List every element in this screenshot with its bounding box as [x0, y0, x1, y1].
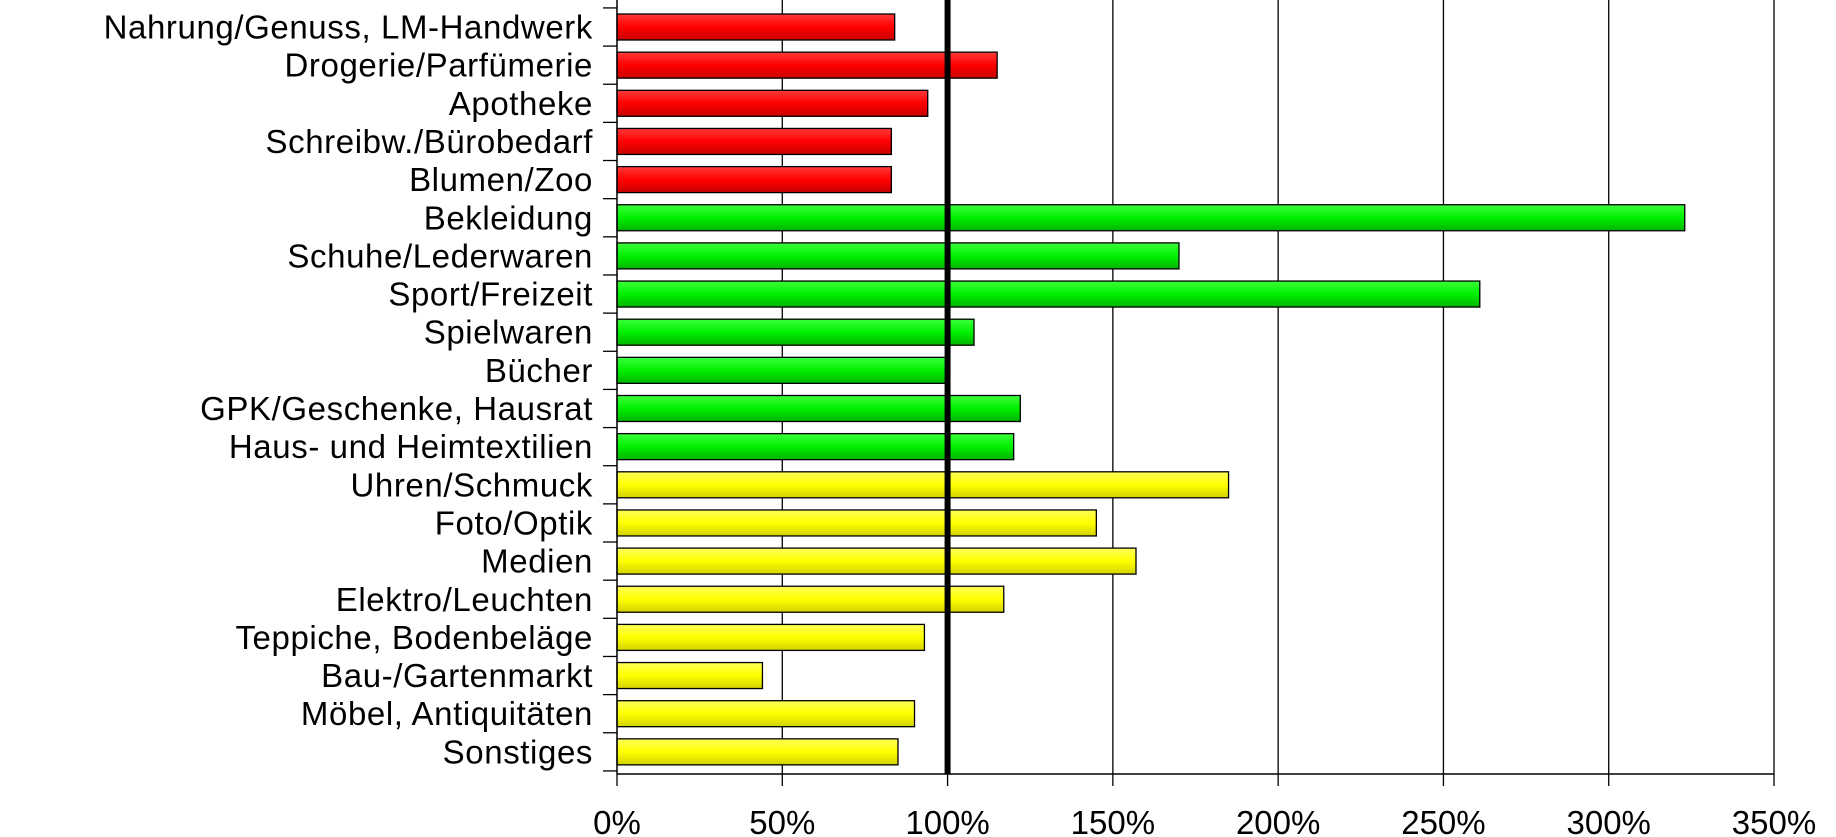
category-label: Drogerie/Parfümerie [284, 47, 593, 84]
x-tick-label: 300% [1567, 804, 1651, 837]
x-tick-label: 150% [1071, 804, 1155, 837]
bar [616, 89, 929, 117]
category-label: Elektro/Leuchten [336, 581, 593, 618]
x-tick-label: 250% [1401, 804, 1485, 837]
category-label: Spielwaren [424, 314, 593, 351]
category-label: Uhren/Schmuck [350, 466, 593, 503]
axes [603, 0, 1775, 786]
bar [616, 127, 893, 156]
grid-lines [781, 0, 1775, 774]
category-label: Sonstiges [443, 733, 593, 770]
x-tick-label: 100% [905, 804, 989, 837]
category-label: Sport/Freizeit [388, 276, 593, 313]
bar [616, 356, 949, 385]
x-tick-label: 200% [1236, 804, 1320, 837]
bars [616, 13, 1686, 766]
category-label: Haus- und Heimtextilien [229, 428, 593, 465]
category-label: Apotheke [449, 85, 593, 122]
bar [616, 547, 1137, 575]
category-label: GPK/Geschenke, Hausrat [200, 390, 593, 427]
category-label: Bücher [485, 352, 593, 389]
bar [616, 509, 1097, 537]
bar [616, 204, 1686, 232]
category-label: Blumen/Zoo [409, 161, 593, 198]
bar [616, 738, 899, 766]
bar [616, 13, 896, 41]
category-label: Teppiche, Bodenbeläge [235, 619, 593, 656]
category-label: Medien [481, 543, 593, 580]
bar [616, 51, 998, 79]
category-label: Foto/Optik [435, 504, 593, 541]
category-label: Bau-/Gartenmarkt [321, 657, 593, 694]
x-tick-label: 350% [1732, 804, 1816, 837]
bar [616, 432, 1015, 461]
bar [616, 165, 893, 194]
bar [616, 318, 975, 346]
category-label: Möbel, Antiquitäten [301, 695, 593, 732]
x-tick-label: 50% [749, 804, 815, 837]
bar [616, 661, 764, 690]
bar [616, 623, 926, 652]
bar [616, 280, 1481, 308]
category-label: Schreibw./Bürobedarf [265, 123, 593, 160]
category-label: Bekleidung [424, 199, 593, 236]
category-label: Nahrung/Genuss, LM-Handwerk [104, 9, 593, 46]
bar [616, 471, 1230, 499]
x-tick-label: 0% [593, 804, 641, 837]
x-tick-labels: 0% 50% 100% 150% 200% 250% 300% 350% [593, 804, 1816, 837]
bar [616, 700, 916, 728]
category-label: Schuhe/Lederwaren [287, 237, 593, 274]
bar [616, 394, 1021, 423]
category-labels: Nahrung/Genuss, LM-HandwerkDrogerie/Parf… [104, 9, 593, 771]
bar [616, 242, 1180, 270]
